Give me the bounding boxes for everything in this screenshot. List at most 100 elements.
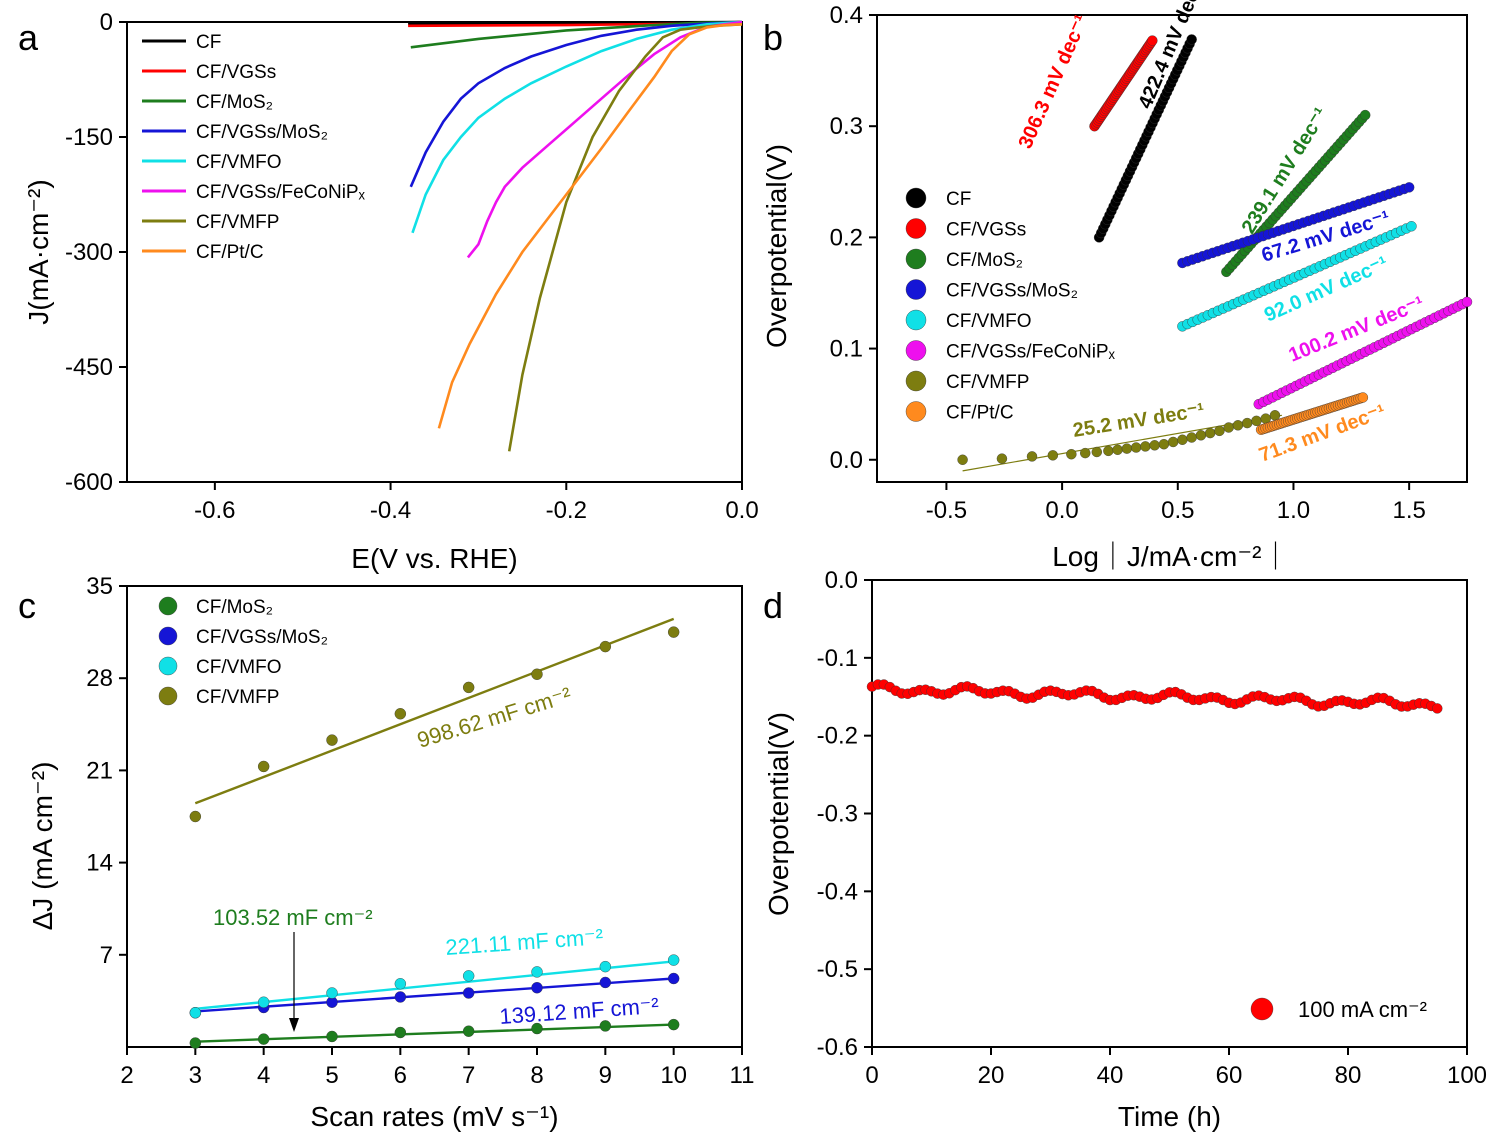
y-tick-label: 0.3 [830,113,863,140]
capacitance-label: 998.62 mF cm⁻² [414,682,574,753]
x-tick-label: 100 [1447,1062,1487,1089]
data-point [189,810,202,823]
y-tick-label: 14 [86,850,113,877]
legend-marker [905,279,927,300]
data-point [189,1007,202,1019]
legend-entry: CF/VGSs/MoS₂ [946,281,1078,302]
y-tick-label: -0.4 [817,878,858,905]
tafel-slope-label: 25.2 mV dec⁻¹ [1071,399,1206,442]
series-line [507,23,743,452]
y-tick-label: -450 [65,354,113,381]
x-tick-label: 4 [257,1062,270,1089]
y-tick-label: -300 [65,239,113,266]
data-point [1232,420,1244,431]
legend-marker [158,626,178,646]
legend-entry: CF/VGSs [946,220,1026,241]
data-point [1091,446,1103,458]
y-tick-label: -0.1 [817,645,858,672]
x-tick-label: 2 [120,1062,133,1089]
legend-entry: CF/VGSs/FeCoNiPₓ [196,182,366,203]
legend-marker [905,401,927,422]
y-tick-label: 35 [86,573,113,600]
legend-entry: CF/Pt/C [946,403,1014,424]
data-point [531,1022,543,1035]
data-point [326,734,338,746]
x-tick-label: -0.5 [926,497,967,524]
data-point [189,1037,202,1049]
y-tick-label: 28 [86,665,113,692]
fit-line [195,977,674,1013]
legend-marker [1250,997,1274,1021]
x-tick-label: 10 [660,1062,687,1089]
capacitance-label: 103.52 mF cm⁻² [213,905,373,930]
legend-entry: CF/VMFP [196,212,279,233]
capacitance-label: 221.11 mF cm⁻² [445,924,604,960]
panel-c-label: c [18,585,36,626]
data-point [462,1025,475,1037]
data-point [257,760,270,773]
legend-entry: CF [196,32,221,53]
tafel-slope-label: 306.3 mV dec⁻¹ [1014,11,1093,152]
data-point [1047,450,1059,461]
y-tick-label: 0.0 [825,567,858,594]
data-point [1461,296,1473,308]
legend-marker [905,370,927,392]
data-point [462,987,475,999]
y-tick-label: -0.2 [817,723,858,750]
x-tick-label: 11 [730,1062,755,1089]
data-point [394,978,407,990]
data-point [667,972,680,985]
data-point [667,1018,680,1031]
data-point [1269,410,1281,421]
data-point [1214,425,1225,437]
legend-entry: CF/VGSs [196,62,276,83]
y-tick-label: -0.3 [817,801,858,828]
data-point [1359,109,1371,121]
legend-marker [905,218,927,239]
y-tick-label: 21 [86,757,113,784]
x-tick-label: -0.6 [194,497,235,524]
series-line [409,20,743,188]
panel-c-frame [126,585,743,1048]
data-point [531,966,543,978]
data-point [1241,417,1253,429]
legend-entry: CF/MoS₂ [196,597,273,618]
data-point [1167,436,1179,448]
panel-b-label: b [763,17,783,58]
x-tick-label: 8 [530,1062,543,1089]
data-point [1177,434,1188,445]
x-tick-label: 0 [865,1062,878,1089]
y-tick-label: 0.1 [830,336,863,363]
x-axis-label: E(V vs. RHE) [351,543,517,574]
legend-entry: CF/VGSs/MoS₂ [196,627,328,648]
x-tick-label: 1.5 [1392,497,1425,524]
y-tick-label: 7 [100,942,113,969]
data-point [462,681,475,694]
data-point [326,1030,338,1043]
data-point [957,454,968,465]
panel-d-label: d [763,585,783,626]
y-tick-label: 0.4 [830,2,863,29]
y-tick-label: 0 [100,9,113,36]
data-point [257,996,270,1008]
series-line [411,20,743,234]
data-point [1251,415,1262,427]
data-point [1112,444,1123,455]
data-point [1403,182,1415,193]
x-tick-label: 0.0 [1045,497,1078,524]
fit-line [195,960,674,1010]
x-tick-label: 80 [1335,1062,1362,1089]
legend-marker [158,686,178,706]
x-axis-label: Time (h) [1118,1101,1221,1132]
y-tick-label: -600 [65,469,113,496]
legend-marker [905,187,927,209]
data-point [599,1020,612,1032]
data-point [1186,34,1197,45]
x-tick-label: 20 [978,1062,1005,1089]
x-tick-label: 0.0 [725,497,758,524]
fit-line [194,617,675,805]
data-point [1121,443,1133,454]
data-point [1357,392,1369,403]
data-point [1186,432,1197,443]
